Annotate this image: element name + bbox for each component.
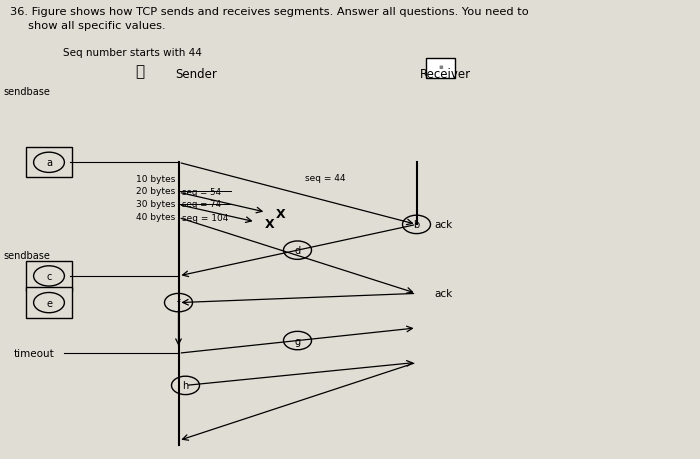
Text: seq = 74: seq = 74 bbox=[182, 200, 221, 209]
Text: X: X bbox=[265, 217, 274, 230]
Text: show all specific values.: show all specific values. bbox=[10, 21, 166, 31]
FancyBboxPatch shape bbox=[26, 148, 72, 178]
Text: 🧑: 🧑 bbox=[135, 64, 145, 78]
Text: f: f bbox=[177, 298, 180, 308]
Text: Receiver: Receiver bbox=[420, 68, 471, 81]
Text: ack: ack bbox=[434, 289, 452, 299]
Text: e: e bbox=[46, 298, 52, 308]
Text: 30 bytes: 30 bytes bbox=[136, 199, 175, 208]
Text: h: h bbox=[183, 381, 188, 391]
Text: Seq number starts with 44: Seq number starts with 44 bbox=[63, 48, 202, 58]
Text: Sender: Sender bbox=[175, 68, 217, 81]
Text: sendbase: sendbase bbox=[4, 87, 50, 97]
Text: sendbase: sendbase bbox=[4, 251, 50, 261]
Text: ack: ack bbox=[434, 220, 452, 230]
Text: 10 bytes: 10 bytes bbox=[136, 174, 175, 184]
FancyBboxPatch shape bbox=[26, 288, 72, 318]
Text: c: c bbox=[46, 271, 52, 281]
Text: seq = 54: seq = 54 bbox=[182, 187, 221, 196]
FancyBboxPatch shape bbox=[426, 59, 455, 79]
FancyBboxPatch shape bbox=[26, 261, 72, 291]
Text: 40 bytes: 40 bytes bbox=[136, 213, 175, 222]
Text: 20 bytes: 20 bytes bbox=[136, 187, 175, 196]
Text: X: X bbox=[275, 207, 285, 221]
Text: d: d bbox=[295, 246, 300, 256]
Text: timeout: timeout bbox=[14, 348, 55, 358]
Text: seq = 104: seq = 104 bbox=[182, 213, 228, 223]
Text: a: a bbox=[46, 158, 52, 168]
Text: g: g bbox=[295, 336, 300, 346]
Text: b: b bbox=[414, 220, 419, 230]
Text: ▪: ▪ bbox=[438, 63, 442, 70]
Text: seq = 44: seq = 44 bbox=[305, 174, 346, 182]
Text: 36. Figure shows how TCP sends and receives segments. Answer all questions. You : 36. Figure shows how TCP sends and recei… bbox=[10, 7, 529, 17]
